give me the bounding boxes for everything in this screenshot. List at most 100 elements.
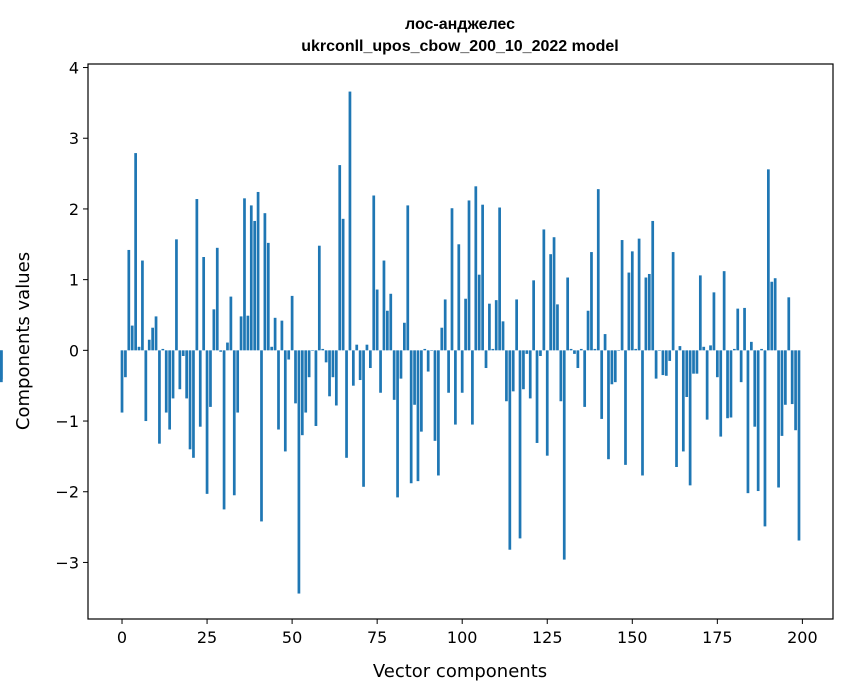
bar	[729, 350, 733, 418]
y-tick-label: 0	[69, 341, 79, 360]
bar	[348, 91, 352, 351]
bar	[664, 350, 668, 376]
plot-frame	[87, 63, 834, 620]
bar	[654, 350, 658, 379]
bar	[300, 350, 304, 436]
bar	[695, 350, 699, 374]
bar	[341, 218, 345, 351]
bar	[760, 348, 763, 351]
bar	[379, 350, 382, 393]
bar	[120, 350, 124, 413]
bar	[511, 350, 515, 392]
bar	[477, 274, 481, 351]
bar	[185, 350, 189, 399]
bar	[484, 350, 488, 369]
bar	[787, 297, 791, 351]
bar	[443, 299, 447, 351]
bar	[297, 350, 301, 594]
bar	[192, 350, 195, 458]
bar	[277, 350, 280, 430]
bar	[528, 350, 532, 399]
bar	[705, 350, 709, 420]
bar	[368, 350, 372, 369]
bar	[253, 220, 257, 351]
bar-series	[0, 91, 801, 594]
bar	[188, 350, 192, 450]
bar	[450, 208, 454, 351]
bar	[508, 350, 512, 550]
bar	[709, 345, 712, 351]
bar	[440, 327, 444, 351]
bar	[372, 195, 376, 351]
bar	[579, 348, 583, 351]
bar	[603, 334, 607, 351]
x-axis-label: Vector components	[373, 661, 547, 682]
bar	[232, 350, 236, 496]
bar	[566, 277, 570, 351]
bar	[127, 249, 131, 351]
bar	[239, 316, 243, 351]
chart-subtitle: ukrconll_upos_cbow_200_10_2022 model	[301, 38, 618, 55]
bar	[168, 350, 172, 430]
bar	[161, 348, 165, 351]
bar	[304, 350, 308, 413]
bar	[542, 229, 546, 351]
bar	[249, 205, 253, 351]
bar	[331, 350, 335, 378]
bar	[743, 307, 746, 351]
bar	[423, 348, 427, 351]
bar	[634, 348, 638, 351]
bar	[403, 322, 406, 351]
bar	[151, 327, 154, 351]
bar	[613, 350, 617, 383]
bar	[317, 245, 321, 351]
bar	[198, 350, 202, 427]
bar	[661, 350, 665, 376]
x-axis-ticks: 0 25 50 75 100 125 150 175 200	[117, 619, 818, 647]
bar	[294, 350, 297, 404]
bar	[658, 350, 661, 351]
bar	[263, 213, 267, 351]
bar	[406, 205, 410, 351]
bar	[124, 350, 127, 378]
bar	[610, 350, 614, 385]
bar	[144, 350, 148, 422]
bar	[671, 252, 675, 351]
bar	[491, 348, 495, 351]
bar	[532, 280, 535, 351]
bar	[467, 200, 471, 351]
bar	[471, 350, 474, 425]
bar	[488, 303, 491, 351]
bar	[569, 348, 573, 351]
bar	[351, 350, 355, 386]
bar	[195, 199, 199, 351]
bar	[409, 350, 413, 484]
bar	[630, 251, 634, 351]
bar	[328, 350, 331, 397]
x-tick-label: 75	[367, 628, 387, 647]
bar	[617, 350, 621, 351]
bar	[266, 242, 270, 351]
y-tick-label: −1	[55, 412, 79, 431]
bar	[460, 350, 464, 393]
bar	[522, 350, 525, 390]
bar	[641, 350, 644, 476]
bar	[260, 350, 263, 522]
bar	[535, 350, 539, 443]
bar	[559, 350, 563, 402]
bar	[756, 350, 760, 492]
bar	[219, 350, 223, 352]
bar	[593, 348, 597, 351]
bar	[494, 300, 498, 351]
y-tick-label: 4	[69, 59, 79, 78]
bar	[464, 298, 467, 351]
bar	[290, 295, 294, 351]
bar	[311, 350, 314, 351]
bar	[515, 299, 518, 351]
bar	[627, 272, 631, 351]
bar	[243, 198, 246, 351]
bar	[637, 238, 641, 351]
bar	[345, 350, 348, 458]
bar	[739, 350, 743, 383]
